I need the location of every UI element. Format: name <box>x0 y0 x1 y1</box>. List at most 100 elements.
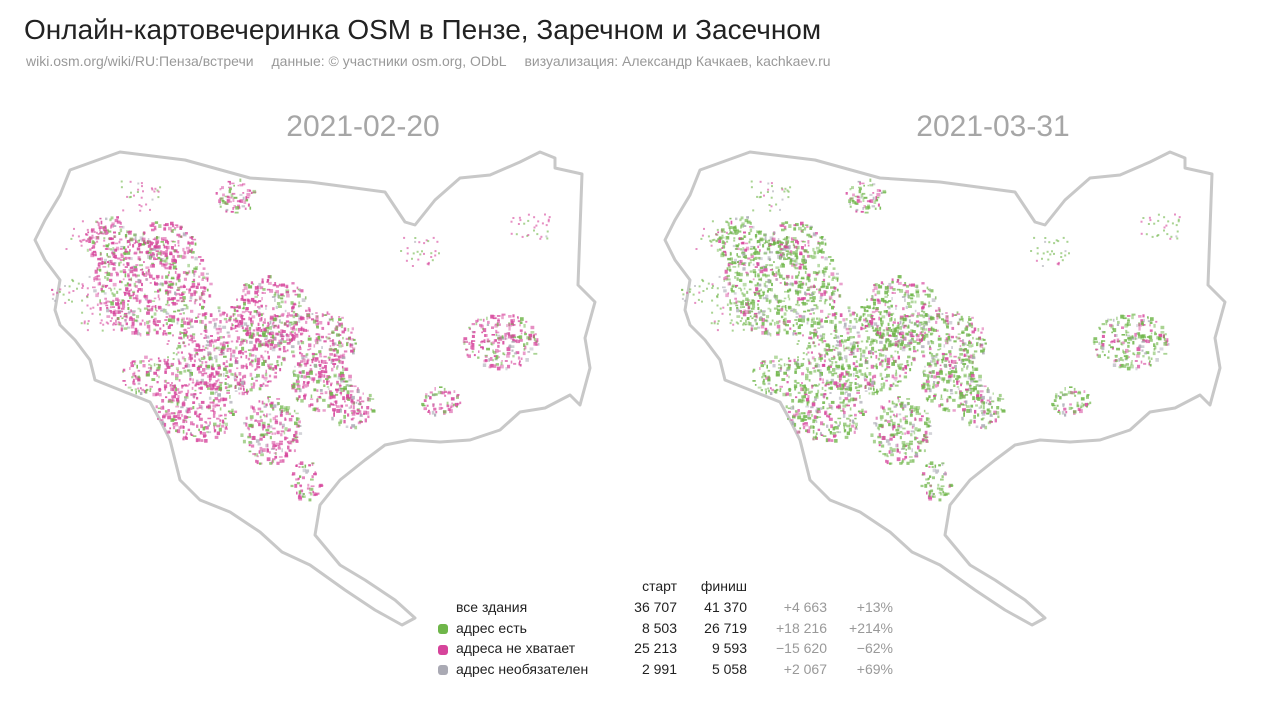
building <box>252 189 257 194</box>
building <box>298 327 302 331</box>
building <box>168 398 172 403</box>
building <box>497 350 501 352</box>
building <box>126 195 129 198</box>
building <box>227 334 231 338</box>
building <box>260 419 263 422</box>
building <box>916 342 921 345</box>
building <box>874 391 877 394</box>
building <box>898 339 903 342</box>
building <box>886 366 891 369</box>
building <box>164 258 168 263</box>
building <box>188 369 192 374</box>
building <box>897 423 900 426</box>
building <box>229 395 231 399</box>
building <box>950 369 954 373</box>
building <box>827 438 831 442</box>
building <box>325 335 328 339</box>
building <box>896 381 899 383</box>
building <box>511 334 516 337</box>
building <box>188 356 192 361</box>
building <box>883 310 888 313</box>
building <box>737 261 739 263</box>
building <box>171 229 174 233</box>
building <box>118 232 121 235</box>
building <box>812 296 816 300</box>
building <box>210 391 215 395</box>
building <box>185 305 189 310</box>
building <box>259 415 262 419</box>
building <box>919 321 923 324</box>
building <box>77 235 80 238</box>
building <box>785 330 789 335</box>
building <box>915 408 919 413</box>
building <box>901 347 906 352</box>
credit-link[interactable]: wiki.osm.org/wiki/RU:Пенза/встречи <box>26 53 254 69</box>
building <box>242 329 247 332</box>
building <box>137 256 141 260</box>
building <box>79 239 82 242</box>
building <box>104 297 107 300</box>
building <box>794 410 798 413</box>
building <box>507 364 511 369</box>
building <box>344 367 349 371</box>
building <box>112 267 116 271</box>
building <box>951 326 955 330</box>
building <box>218 427 222 432</box>
building <box>795 311 798 314</box>
building <box>112 252 116 257</box>
building <box>218 384 222 388</box>
building <box>87 293 89 296</box>
building <box>971 316 974 319</box>
building <box>280 321 283 324</box>
building <box>315 333 319 336</box>
building <box>162 420 164 425</box>
building <box>248 427 250 431</box>
building <box>871 310 876 314</box>
building <box>870 351 873 355</box>
building <box>126 251 131 255</box>
building <box>293 434 296 437</box>
building <box>885 340 888 344</box>
building <box>95 231 98 234</box>
building <box>827 383 830 386</box>
building <box>167 274 170 277</box>
building <box>267 380 272 383</box>
building <box>287 428 291 432</box>
building <box>99 322 102 325</box>
building <box>267 321 269 325</box>
building <box>134 375 137 378</box>
building <box>203 434 207 437</box>
building <box>303 396 306 400</box>
building <box>773 273 777 277</box>
building <box>133 242 136 245</box>
building <box>505 367 508 371</box>
building <box>423 399 427 402</box>
building <box>272 408 275 411</box>
building <box>272 458 276 461</box>
building <box>179 296 183 299</box>
building <box>189 373 192 378</box>
building <box>901 340 904 344</box>
building <box>245 196 247 200</box>
building <box>910 297 914 300</box>
building <box>353 338 356 341</box>
building <box>873 306 875 310</box>
building <box>968 383 972 386</box>
building <box>200 400 205 404</box>
building <box>322 360 327 364</box>
building <box>943 388 947 392</box>
building <box>427 395 430 398</box>
building <box>262 342 266 346</box>
building <box>515 233 518 236</box>
building <box>507 332 511 335</box>
building <box>784 283 789 285</box>
building <box>501 360 503 362</box>
building <box>197 283 201 286</box>
building <box>142 231 146 235</box>
building <box>875 422 878 427</box>
building <box>250 323 253 327</box>
building <box>277 315 281 318</box>
building <box>188 407 193 410</box>
building <box>111 251 114 255</box>
building <box>929 363 933 367</box>
